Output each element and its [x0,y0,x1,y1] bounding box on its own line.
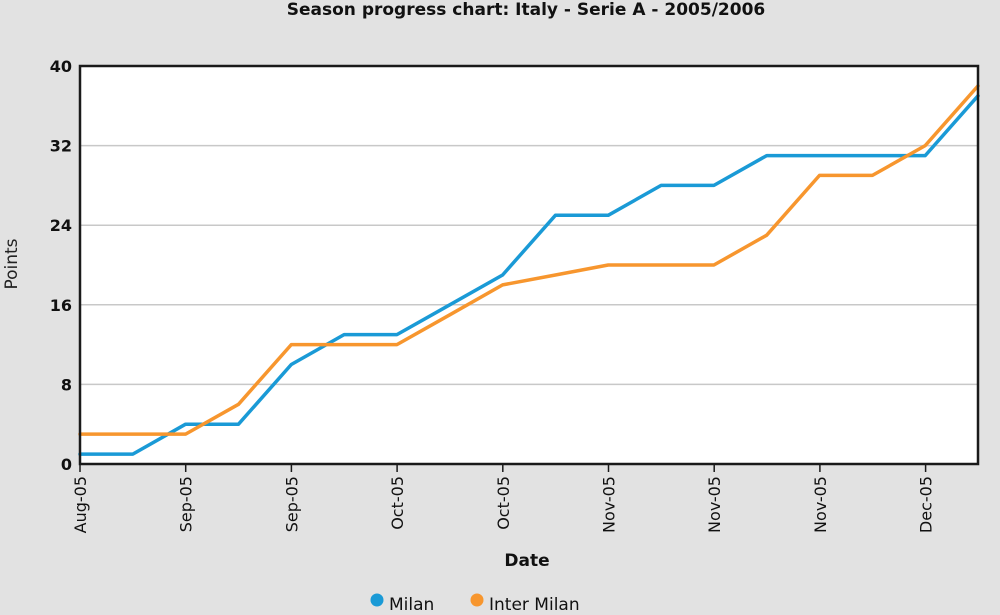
legend-marker [370,593,384,607]
legend-marker [470,593,484,607]
y-axis-title: Points [2,238,22,289]
legend-label: Inter Milan [489,595,580,615]
series-line-milan [78,94,980,456]
x-tick-label: Nov-05 [600,476,619,533]
x-axis-ticks: Aug-05 Sep-05 Sep-05 Oct-05 Oct-05 Nov-05 Nov-… [71,464,936,533]
y-axis-ticks: 0 8 16 24 32 40 [50,57,72,474]
x-axis-title: Date [504,551,549,571]
plot-area [80,66,978,464]
legend: Milan Inter Milan [370,593,580,615]
series-line-inter-milan [78,84,980,436]
x-tick-label: Nov-05 [705,476,724,533]
y-tick-label: 16 [50,296,72,315]
legend-label: Milan [389,595,434,615]
series-lines [78,84,980,456]
y-tick-label: 40 [50,57,72,76]
x-tick-label: Sep-05 [177,476,196,532]
x-tick-label: Oct-05 [388,476,407,530]
y-tick-label: 32 [50,137,72,156]
x-tick-label: Aug-05 [71,476,90,533]
grid-lines [80,144,978,386]
x-tick-label: Nov-05 [811,476,830,533]
x-tick-label: Oct-05 [494,476,513,530]
chart-title: Season progress chart: Italy - Serie A -… [287,0,765,20]
x-tick-label: Dec-05 [917,476,936,533]
plot-frame [78,64,980,466]
x-tick-label: Sep-05 [282,476,301,532]
y-tick-label: 24 [50,216,72,235]
y-tick-label: 8 [61,375,72,394]
y-tick-label: 0 [61,455,72,474]
